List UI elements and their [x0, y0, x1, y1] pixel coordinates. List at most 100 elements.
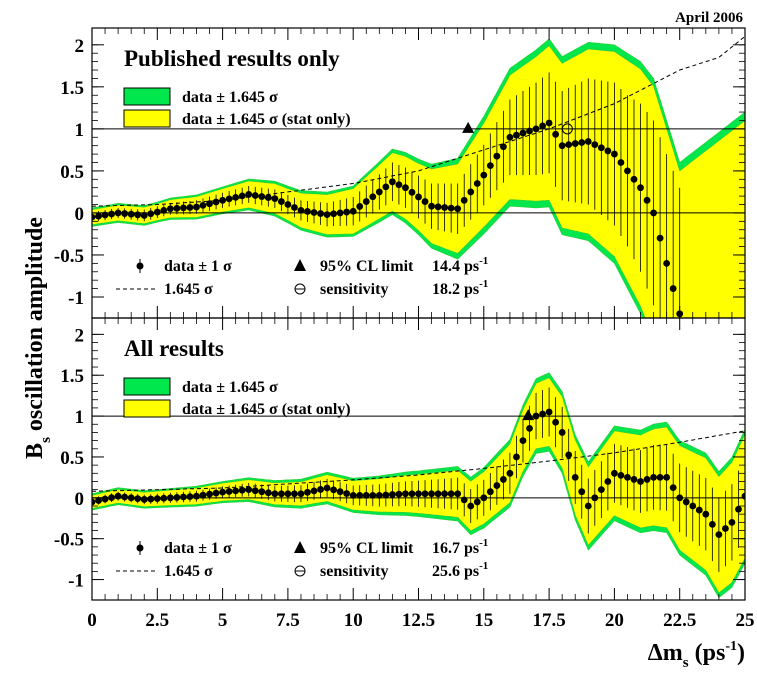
data-point — [291, 204, 298, 211]
data-point — [499, 143, 507, 151]
data-point — [375, 188, 383, 196]
data-point — [388, 491, 396, 498]
data-point — [108, 210, 115, 218]
data-point — [571, 473, 579, 481]
y-tick-label: 2 — [75, 36, 85, 57]
y-tick-label: 1 — [75, 407, 85, 428]
data-point — [147, 495, 155, 503]
data-point — [571, 140, 579, 147]
data-point — [114, 492, 122, 500]
data-point — [519, 437, 527, 445]
data-point — [539, 410, 546, 418]
data-point — [447, 204, 455, 212]
svg-text:Bs oscillation amplitude: Bs oscillation amplitude — [22, 217, 54, 459]
data-point — [206, 490, 213, 498]
data-point — [552, 130, 560, 138]
data-points — [92, 387, 745, 572]
data-point — [630, 476, 638, 483]
data-point — [160, 494, 168, 502]
data-point — [166, 494, 174, 502]
data-point — [173, 204, 181, 212]
legend-data-label: data ± 1 σ — [164, 258, 232, 275]
data-point — [206, 200, 213, 208]
data-point — [388, 178, 396, 186]
data-point — [604, 147, 612, 155]
data-points — [92, 72, 684, 318]
data-point — [447, 490, 455, 498]
data-point — [336, 209, 344, 217]
data-point — [584, 502, 592, 510]
data-point — [467, 502, 475, 510]
data-point — [460, 196, 468, 204]
data-point — [193, 203, 200, 211]
legend-swatch — [123, 377, 171, 396]
data-point — [127, 494, 135, 502]
y-tick-label: 0 — [75, 489, 85, 510]
data-point — [526, 424, 533, 432]
y-ticks: -1 -0.5 0 0.5 1 1.5 2 — [54, 325, 745, 592]
data-point — [101, 495, 109, 503]
data-point — [343, 208, 351, 216]
data-point — [708, 520, 716, 528]
data-point — [486, 488, 494, 496]
band-legend: data ± 1.645 σ data ± 1.645 σ (stat only) — [123, 87, 351, 128]
data-point — [513, 131, 520, 139]
data-point — [369, 491, 377, 499]
data-point — [114, 209, 122, 217]
data-point — [330, 486, 338, 494]
data-point — [663, 259, 671, 267]
data-point — [147, 210, 155, 218]
data-point — [382, 183, 390, 191]
x-ticks — [91, 28, 746, 318]
data-point — [695, 506, 703, 514]
x-tick-label: 15 — [474, 610, 493, 631]
data-point — [336, 488, 344, 496]
data-point — [584, 138, 592, 145]
data-point — [421, 198, 429, 205]
data-point — [349, 207, 357, 215]
x-tick-label: 7.5 — [276, 610, 300, 631]
data-point — [140, 212, 148, 219]
data-point — [219, 196, 227, 204]
sensitivity-curve — [92, 36, 745, 207]
x-ticks: 0 2.5 5 7.5 10 12.5 15 17.5 20 22.5 25 — [87, 318, 755, 631]
data-point — [277, 198, 285, 205]
x-tick-label: 10 — [344, 610, 363, 631]
data-point — [513, 453, 520, 461]
bottom-panel: -1-0.500.511.520 2.5 5 7.5 10 12.5 15 17.5 20 22.… — [54, 317, 755, 631]
data-point — [454, 490, 462, 498]
data-point — [630, 175, 638, 183]
data-point — [245, 191, 253, 198]
data-point — [160, 207, 168, 214]
data-point — [238, 486, 246, 494]
data-point — [493, 482, 501, 489]
legend-sensitivity-label: sensitivity — [320, 563, 388, 580]
data-point — [597, 144, 605, 152]
x-tick-label: 25 — [736, 610, 755, 631]
band-legend: data ± 1.645 σ data ± 1.645 σ (stat only) — [123, 377, 351, 418]
legend-label: data ± 1.645 σ — [182, 89, 278, 106]
data-point — [434, 490, 442, 498]
data-point — [597, 486, 605, 494]
panel-title: Published results only — [124, 46, 340, 71]
data-point — [617, 159, 625, 166]
data-point — [637, 184, 644, 192]
data-point — [251, 487, 259, 495]
data-point — [349, 491, 357, 499]
data-point — [95, 212, 102, 220]
top-panel: -1 -0.5 0 0.5 1 1.5 2 Published results only dat… — [54, 27, 746, 319]
limit-marker — [522, 409, 535, 421]
data-point — [415, 490, 422, 498]
legend-label: data ± 1.645 σ — [182, 379, 278, 396]
legend-limit-label: 95% CL limit — [320, 258, 414, 275]
data-point — [591, 141, 599, 149]
data-point — [356, 491, 364, 499]
data-point — [402, 184, 409, 192]
data-point — [624, 473, 631, 481]
data-point — [480, 494, 488, 502]
plot-area — [92, 36, 745, 318]
data-point — [317, 486, 324, 493]
data-point — [643, 196, 651, 204]
data-point — [121, 493, 129, 501]
data-point — [428, 202, 435, 210]
